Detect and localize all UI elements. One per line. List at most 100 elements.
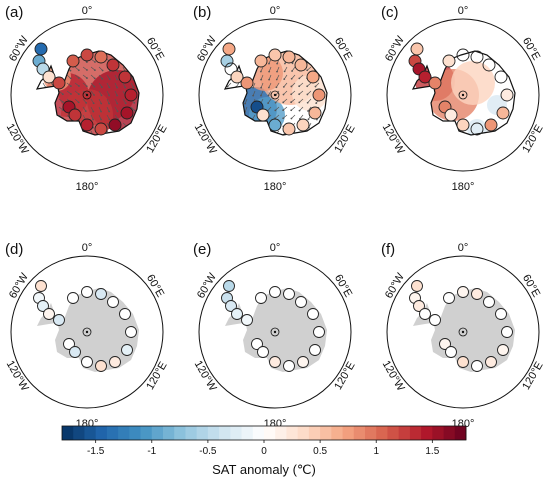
wind-vector-arrow — [314, 66, 320, 71]
wind-vector-arrow — [244, 122, 248, 128]
station-marker — [501, 326, 513, 338]
station-marker — [306, 70, 320, 84]
station-marker — [483, 296, 495, 308]
panel-label: (b) — [193, 4, 211, 21]
wind-vector-arrow — [228, 122, 232, 128]
longitude-label: 120°E — [520, 123, 545, 155]
wind-vector-arrow — [58, 122, 63, 127]
wind-vector-head — [124, 102, 127, 105]
wind-vector-head — [92, 110, 95, 113]
colorbar-tick-label: -1.5 — [87, 446, 105, 457]
colorbar-segment — [230, 426, 242, 440]
station-marker — [94, 122, 108, 136]
wind-vector-head — [77, 69, 80, 72]
wind-vector-head — [85, 85, 88, 88]
wind-vector-arrow — [251, 130, 256, 135]
longitude-label: 60°W — [195, 271, 219, 301]
wind-vector-arrow — [50, 90, 55, 95]
wind-vector-head — [116, 70, 119, 73]
wind-vector-head — [93, 77, 96, 80]
wind-vector-head — [227, 102, 230, 105]
wind-vector-head — [234, 61, 237, 64]
station-marker — [230, 70, 244, 84]
wind-vector-head — [86, 69, 88, 71]
longitude-label: 120°W — [4, 359, 31, 394]
colorbar-segment — [140, 426, 153, 440]
south-pole-dot — [273, 93, 277, 97]
colorbar: -1.5 -1 -0.5 0 0.5 1 1.5 SAT anomaly (℃) — [61, 425, 467, 477]
wind-vector-head — [228, 134, 231, 135]
colorbar-segment — [320, 426, 332, 440]
station-marker — [282, 122, 296, 136]
station-marker — [255, 292, 267, 304]
wind-vector-head — [76, 126, 79, 129]
wind-vector-head — [251, 126, 253, 128]
station-marker — [43, 308, 55, 320]
station-marker — [254, 54, 268, 68]
station-marker — [419, 308, 431, 320]
colorbar-segment — [275, 426, 287, 440]
south-pole-marker — [82, 327, 92, 337]
colorbar-segment — [185, 426, 198, 440]
station-marker — [120, 106, 134, 120]
wind-vector-head — [283, 70, 286, 73]
wind-vector-head — [275, 78, 278, 81]
wind-vector-head — [242, 69, 245, 72]
colorbar-segment — [398, 426, 411, 440]
wind-vector-head — [268, 62, 270, 65]
station-marker — [443, 292, 455, 304]
wind-vector-head — [45, 109, 48, 112]
colorbar-tick-label: 0 — [261, 446, 267, 457]
station-marker — [37, 300, 49, 312]
wind-vector-arrow — [259, 122, 264, 127]
wind-vector-head — [260, 86, 263, 89]
station-marker — [313, 326, 325, 338]
wind-vector-head — [85, 101, 88, 104]
station-marker — [42, 70, 56, 84]
wind-vector-head — [61, 133, 64, 135]
wind-vector-head — [108, 78, 111, 81]
wind-vector-head — [306, 69, 309, 72]
station-marker — [456, 118, 470, 132]
station-marker — [225, 300, 237, 312]
station-marker — [125, 326, 137, 338]
wind-vector-head — [45, 101, 48, 104]
wind-vector-head — [243, 126, 246, 129]
station-marker — [222, 42, 236, 56]
colorbar-segment — [62, 426, 74, 440]
wind-vector-head — [243, 134, 246, 135]
south-pole-marker — [458, 327, 468, 337]
wind-vector-arrow — [74, 122, 78, 128]
wind-vector-arrow — [243, 66, 248, 72]
colorbar-segment — [286, 426, 299, 440]
longitude-label: 180° — [264, 181, 287, 193]
wind-vector-head — [307, 110, 309, 112]
wind-vector-head — [133, 101, 136, 104]
station-marker — [471, 288, 483, 300]
station-marker — [410, 42, 424, 56]
wind-vector-head — [290, 109, 293, 112]
wind-vector-head — [244, 118, 246, 121]
longitude-label: 60°W — [383, 34, 407, 64]
wind-vector-head — [282, 85, 285, 88]
wind-vector-head — [133, 109, 136, 112]
wind-vector-head — [298, 85, 301, 88]
south-pole-dot — [85, 330, 89, 334]
wind-vector-head — [314, 85, 317, 88]
wind-vector-head — [235, 134, 238, 135]
panel-label: (c) — [381, 4, 399, 21]
wind-vector-arrow — [66, 122, 71, 128]
wind-vector-head — [132, 62, 134, 65]
station-marker — [118, 70, 132, 84]
station-marker — [95, 288, 107, 300]
south-pole-marker — [458, 90, 468, 100]
wind-vector-arrow — [42, 122, 48, 127]
colorbar-tick-label: 0.5 — [313, 446, 327, 457]
wind-vector-head — [94, 61, 96, 63]
wind-vector-head — [274, 133, 277, 135]
station-marker — [94, 50, 108, 64]
colorbar-label: SAT anomaly (℃) — [212, 462, 316, 477]
